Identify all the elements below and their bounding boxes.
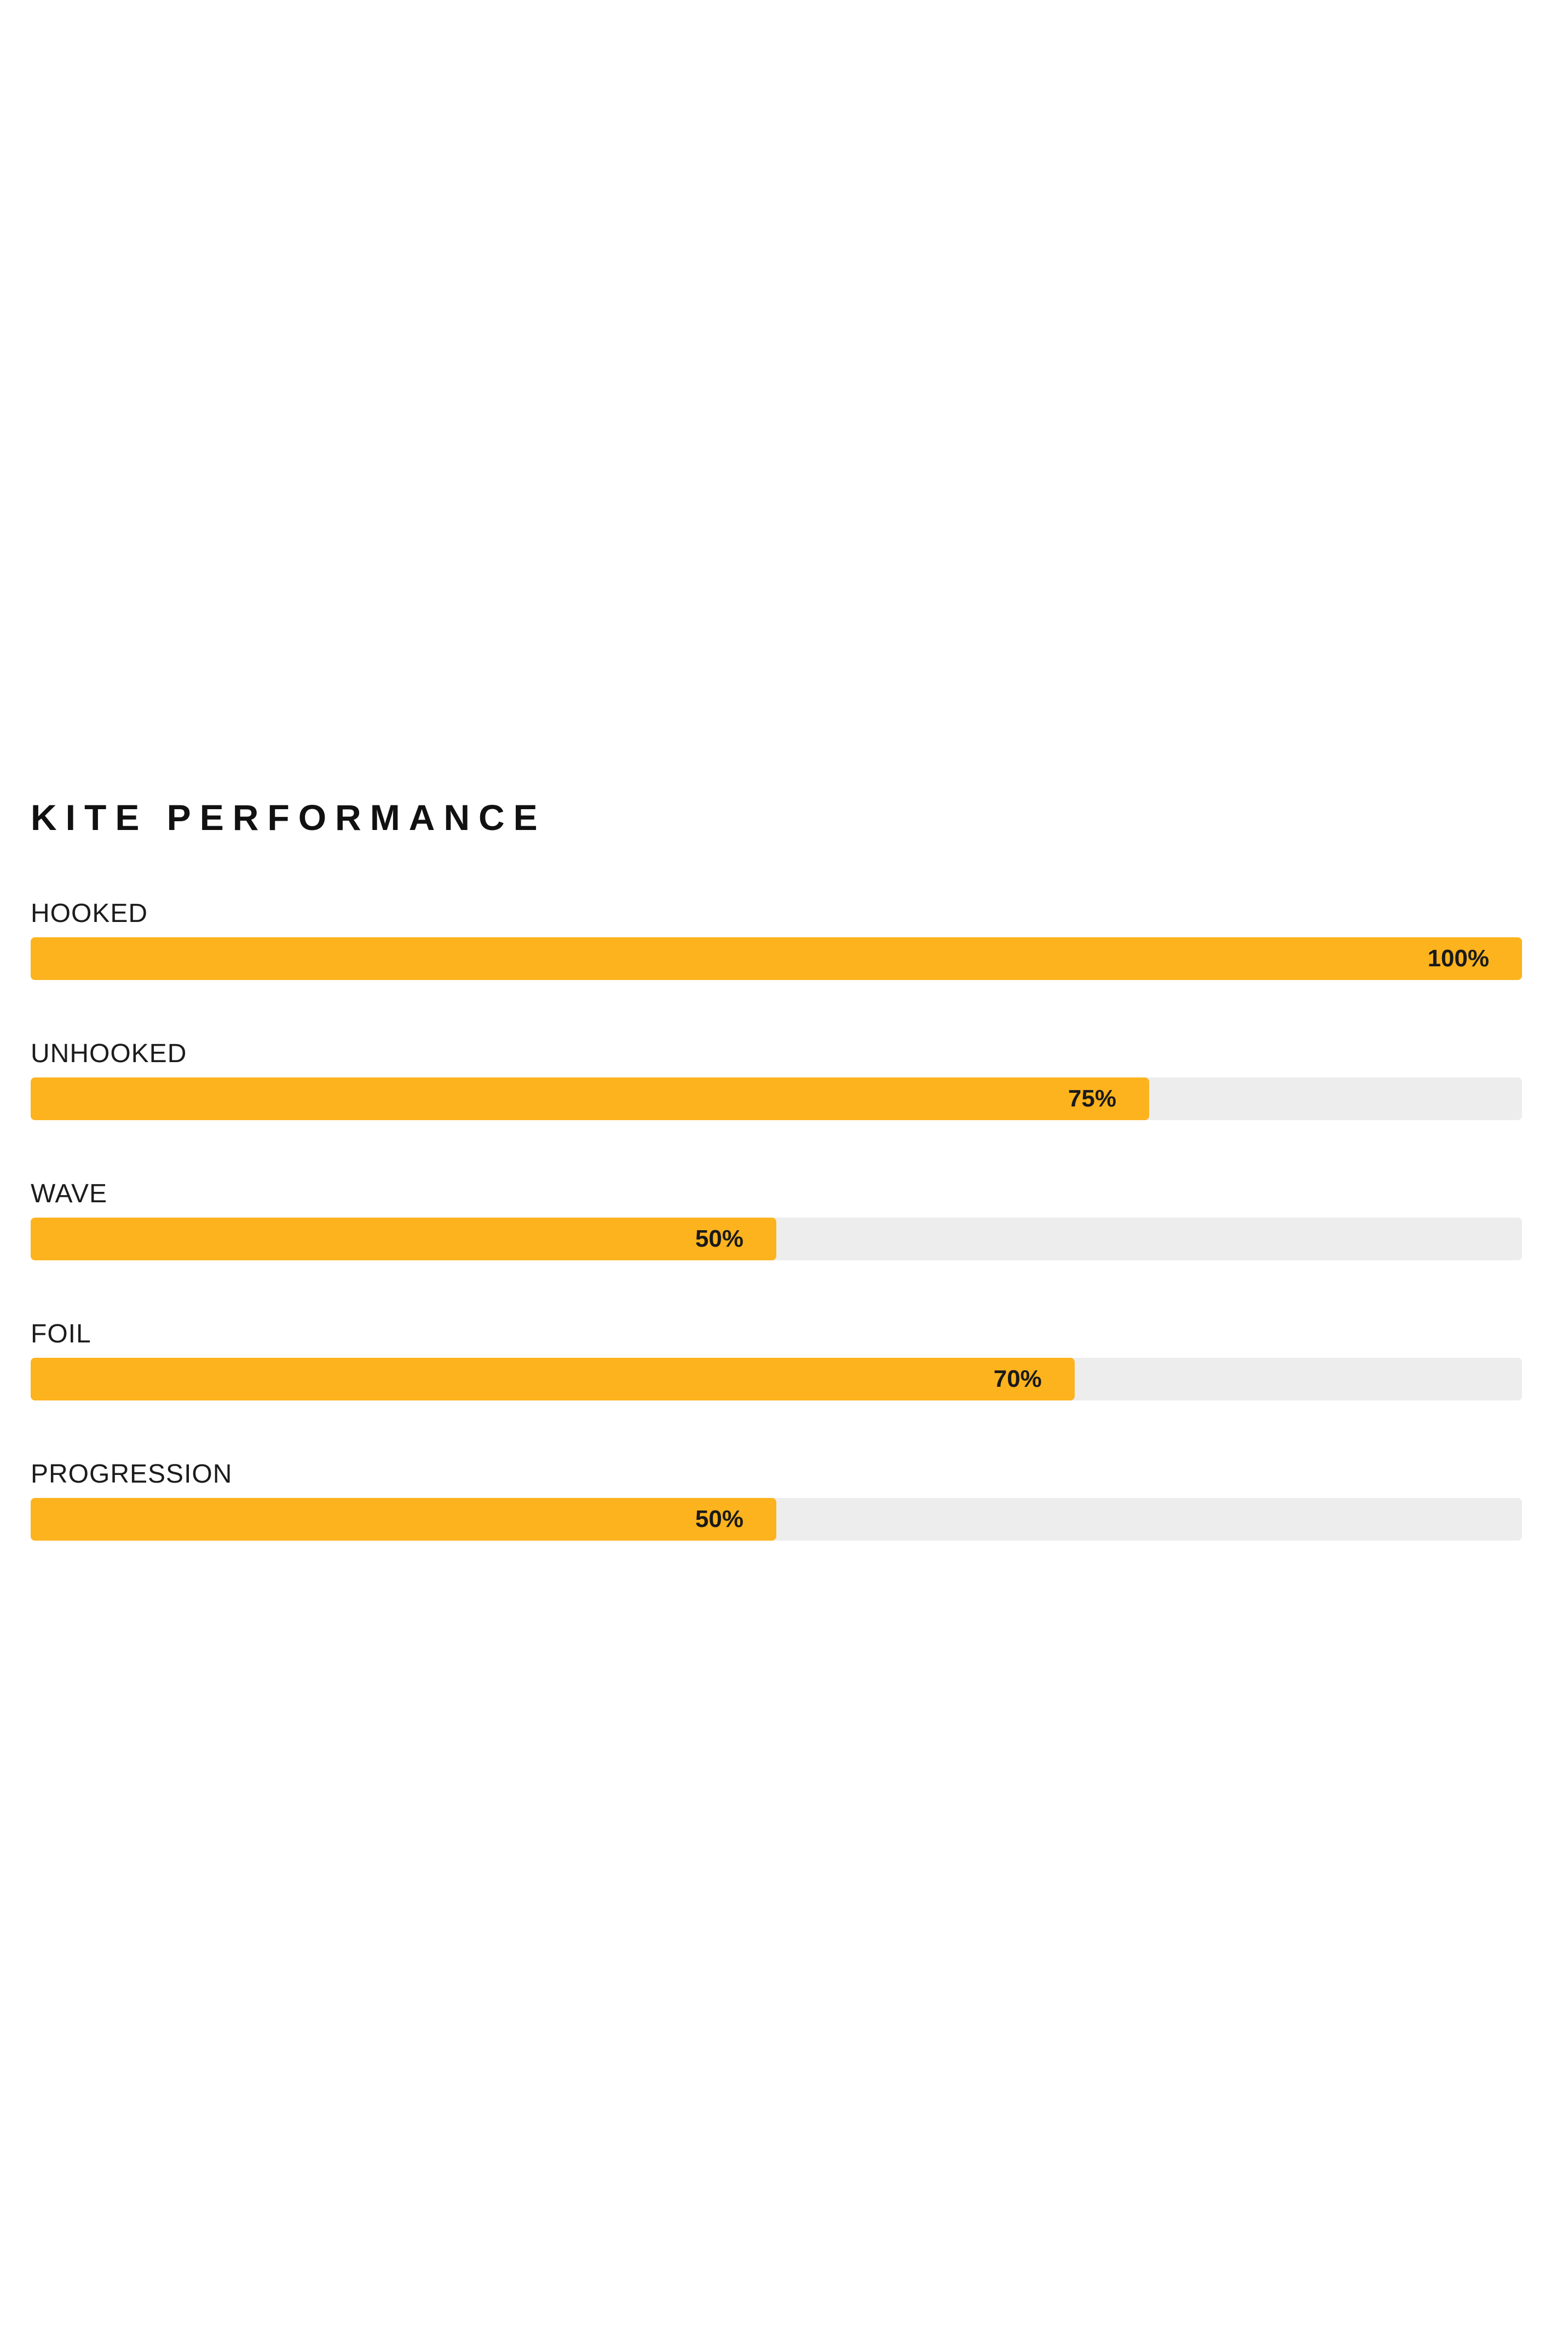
bar-track: 50% xyxy=(31,1498,1522,1541)
bar-label: UNHOOKED xyxy=(31,1039,187,1068)
bar-track: 75% xyxy=(31,1077,1522,1120)
bar-row: FOIL 70% xyxy=(31,1318,1522,1400)
bar-value: 70% xyxy=(993,1365,1042,1392)
chart-title: KITE PERFORMANCE xyxy=(31,797,546,838)
bar-value: 100% xyxy=(1427,945,1489,972)
bar-label: WAVE xyxy=(31,1179,108,1208)
bar-fill: 75% xyxy=(31,1077,1149,1120)
bar-value: 50% xyxy=(695,1506,743,1532)
bar-fill: 50% xyxy=(31,1498,776,1541)
bar-track: 100% xyxy=(31,937,1522,980)
bar-row: UNHOOKED 75% xyxy=(31,1038,1522,1120)
bar-value: 75% xyxy=(1068,1085,1116,1112)
bar-rows-container: HOOKED 100% UNHOOKED 75% WAVE 50% FOIL 70% PROGR… xyxy=(31,898,1522,1541)
bar-label: PROGRESSION xyxy=(31,1460,233,1489)
bar-fill: 50% xyxy=(31,1218,776,1260)
bar-track: 50% xyxy=(31,1218,1522,1260)
bar-track: 70% xyxy=(31,1358,1522,1400)
bar-label: HOOKED xyxy=(31,899,148,928)
kite-performance-chart: KITE PERFORMANCE HOOKED 100% UNHOOKED 75% WA… xyxy=(31,798,1522,1599)
bar-fill: 100% xyxy=(31,937,1522,980)
bar-label: FOIL xyxy=(31,1319,91,1348)
bar-fill: 70% xyxy=(31,1358,1075,1400)
bar-row: PROGRESSION 50% xyxy=(31,1459,1522,1541)
bar-row: WAVE 50% xyxy=(31,1178,1522,1260)
bar-row: HOOKED 100% xyxy=(31,898,1522,980)
bar-value: 50% xyxy=(695,1225,743,1252)
